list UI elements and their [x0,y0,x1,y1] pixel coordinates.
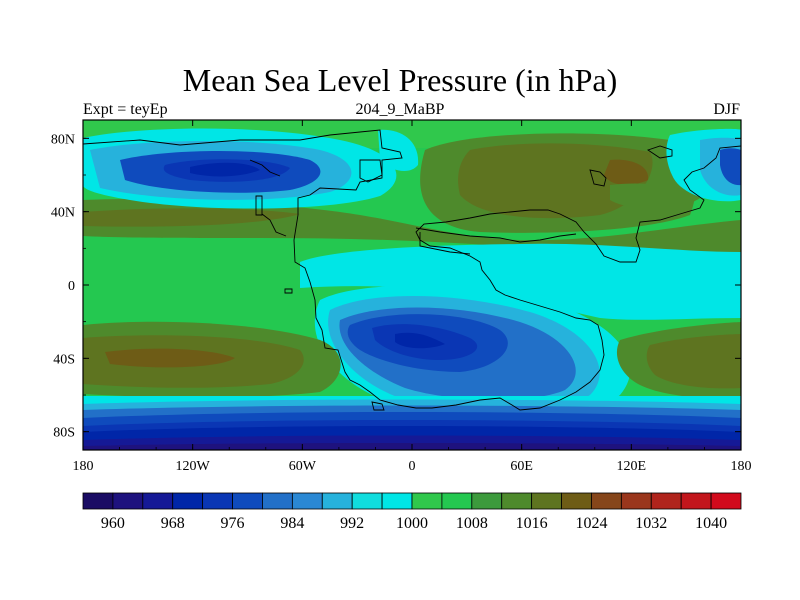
map-title: Mean Sea Level Pressure (in hPa) [182,62,618,98]
coastline-tethys-inner [419,232,471,255]
colorbar: 960 968 976 984 992 1000 1008 1016 1024 1032 1040 [82,492,742,532]
asian-high-inner [458,143,653,219]
period-label: 204_9_MaBP [355,101,445,118]
colorbar-label: 992 [340,515,364,532]
south-pacific-high-core [105,348,235,368]
colorbar-label: 968 [161,515,185,532]
colorbar-swatch [441,492,473,510]
island-west-1 [255,195,263,216]
season-label: DJF [713,101,740,118]
colorbar-swatch [680,492,712,510]
colorbar-swatch [561,492,592,510]
x-tick-label: 60E [510,459,533,474]
colorbar-swatch [531,492,562,510]
colorbar-label: 984 [280,515,304,532]
asian-high-east [610,183,700,209]
colorbar-label: 1016 [516,515,548,532]
colorbar-swatch [262,492,293,510]
tethys-low-center [395,332,445,349]
colorbar-swatch [232,492,263,510]
colorbar-swatch [202,492,233,510]
y-tick-label: 80N [51,132,75,147]
colorbar-swatch [112,492,144,510]
y-tick-label: 80S [53,426,75,441]
island-west-2 [284,288,293,294]
pressure-field [83,120,741,450]
colorbar-swatch [172,492,204,510]
island-south-1 [371,401,385,411]
south-indian-high-inner [646,334,741,389]
coastline-north-bay [359,159,383,183]
y-tick-label: 40S [53,352,75,367]
colorbar-swatch [291,492,323,510]
asian-high-core [604,159,649,185]
colorbar-label: 976 [221,515,245,532]
colorbar-swatch [501,492,533,510]
coastline-ne-1 [646,145,673,159]
colorbar-label: 1008 [456,515,488,532]
x-tick-label: 60W [289,459,317,474]
coastline-main [83,129,741,411]
y-tick-label: 0 [68,279,75,294]
colorbar-swatch [710,492,742,510]
colorbar-label: 1000 [396,515,428,532]
y-tick-label: 40N [51,206,75,221]
colorbar-label: 1024 [575,515,607,532]
colorbar-swatch [321,492,353,510]
experiment-label: Expt = teyEp [83,101,168,118]
equatorial-trough-band [300,243,741,320]
x-tick-label: 0 [409,459,416,474]
colorbar-swatch [351,492,383,510]
map-axes: 180 120W 60W 0 60E 120E 180 80N 40N 0 40S 80S [51,120,752,474]
north-atlantic-low-core [720,148,741,186]
colorbar-swatch [471,492,503,510]
colorbar-swatch [142,492,174,510]
coastlines [83,129,741,411]
coastline-west-ridge [261,213,287,237]
x-tick-label: 120W [176,459,211,474]
coastline-nw-inlet [249,159,281,177]
colorbar-label: 1032 [635,515,667,532]
north-subtropical-high-core [83,208,300,227]
colorbar-swatch [381,492,413,510]
colorbar-swatch [650,492,682,510]
colorbar-label: 1040 [695,515,727,532]
island-east-1 [589,169,607,187]
colorbar-label: 960 [101,515,125,532]
colorbar-swatch [411,492,443,510]
coastline-tethys-north [415,227,577,243]
north-pacific-low-center [190,162,260,177]
tethys-north-cyan [378,129,419,172]
colorbar-swatch [620,492,652,510]
colorbar-swatch [591,492,622,510]
colorbar-swatch [82,492,114,510]
x-tick-label: 180 [73,459,94,474]
x-tick-label: 180 [731,459,752,474]
x-tick-label: 120E [617,459,647,474]
